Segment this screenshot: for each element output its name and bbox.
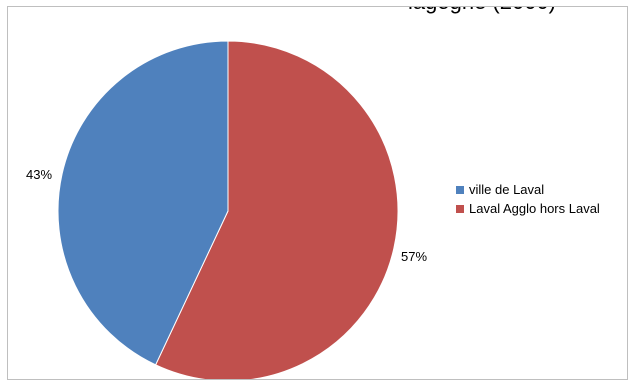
- legend-swatch: [456, 185, 464, 194]
- legend: ville de Laval Laval Agglo hors Laval: [456, 180, 600, 218]
- chart-area: iagogne (2000) 43% 57% ville de Laval Lav…: [7, 6, 628, 380]
- data-label-ville-de-laval: 43%: [26, 167, 52, 182]
- pie-slice-laval-agglo-hors-laval: [154, 40, 399, 379]
- legend-item-laval-agglo-hors-laval: Laval Agglo hors Laval: [456, 199, 600, 218]
- pie-chart: 43% 57%: [26, 40, 427, 379]
- pie-slice-ville-de-laval: [57, 40, 229, 366]
- legend-swatch: [456, 204, 464, 213]
- legend-item-ville-de-laval: ville de Laval: [456, 180, 600, 199]
- chart-title-fragment: iagogne (2000): [408, 7, 556, 15]
- legend-label: Laval Agglo hors Laval: [469, 201, 600, 216]
- data-label-laval-agglo-hors-laval: 57%: [401, 249, 427, 264]
- legend-label: ville de Laval: [469, 182, 545, 197]
